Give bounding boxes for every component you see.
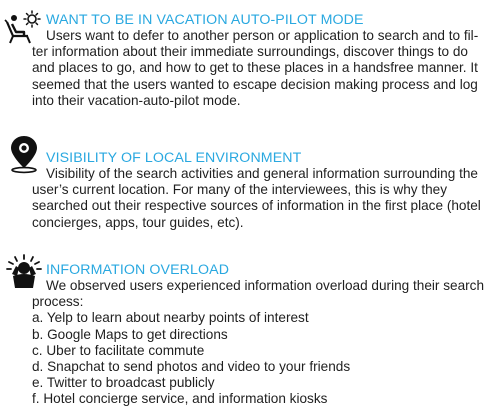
body-line: ter information about their immediate su…: [32, 44, 468, 60]
body-line: and places to go, and how to get to thes…: [32, 60, 478, 76]
body-line: seemed that the users wanted to escape d…: [32, 76, 478, 92]
list-item: b. Google Maps to get directions: [32, 326, 228, 342]
body-line: process:: [32, 294, 84, 310]
body-line: user’s current location. For many of the…: [32, 182, 448, 198]
list-item: c. Uber to facilitate commute: [32, 342, 205, 358]
body-line: into their vacation-auto-pilot mode.: [32, 92, 241, 108]
body-line: searched out their respective sources of…: [32, 198, 481, 214]
section-heading: VISIBILITY OF LOCAL ENVIRONMENT: [46, 150, 302, 166]
section-content: INFORMATION OVERLOAD We observed users e…: [32, 262, 496, 408]
location-pin-icon: [6, 134, 50, 178]
section-heading: INFORMATION OVERLOAD: [46, 262, 230, 278]
body-line: concierges, apps, tour guides, etc).: [32, 214, 244, 230]
body-line: We observed users experienced informatio…: [46, 278, 485, 293]
list-item: f. Hotel concierge service, and informat…: [32, 391, 328, 407]
body-line: Visibility of the search activities and …: [46, 166, 478, 181]
list-item: a. Yelp to learn about nearby points of …: [32, 310, 309, 326]
list-item: d. Snapchat to send photos and video to …: [32, 359, 351, 375]
section-content: WANT TO BE IN VACATION AUTO-PILOT MODE U…: [32, 12, 496, 109]
section-content: VISIBILITY OF LOCAL ENVIRONMENT Visibili…: [32, 150, 496, 231]
section-heading: WANT TO BE IN VACATION AUTO-PILOT MODE: [46, 12, 364, 28]
overloaded-person-icon: [4, 254, 48, 298]
lounge-chair-sun-icon: [4, 10, 48, 54]
body-line: Users want to defer to another person or…: [46, 28, 479, 43]
list-item: e. Twitter to broadcast publicly: [32, 375, 215, 391]
